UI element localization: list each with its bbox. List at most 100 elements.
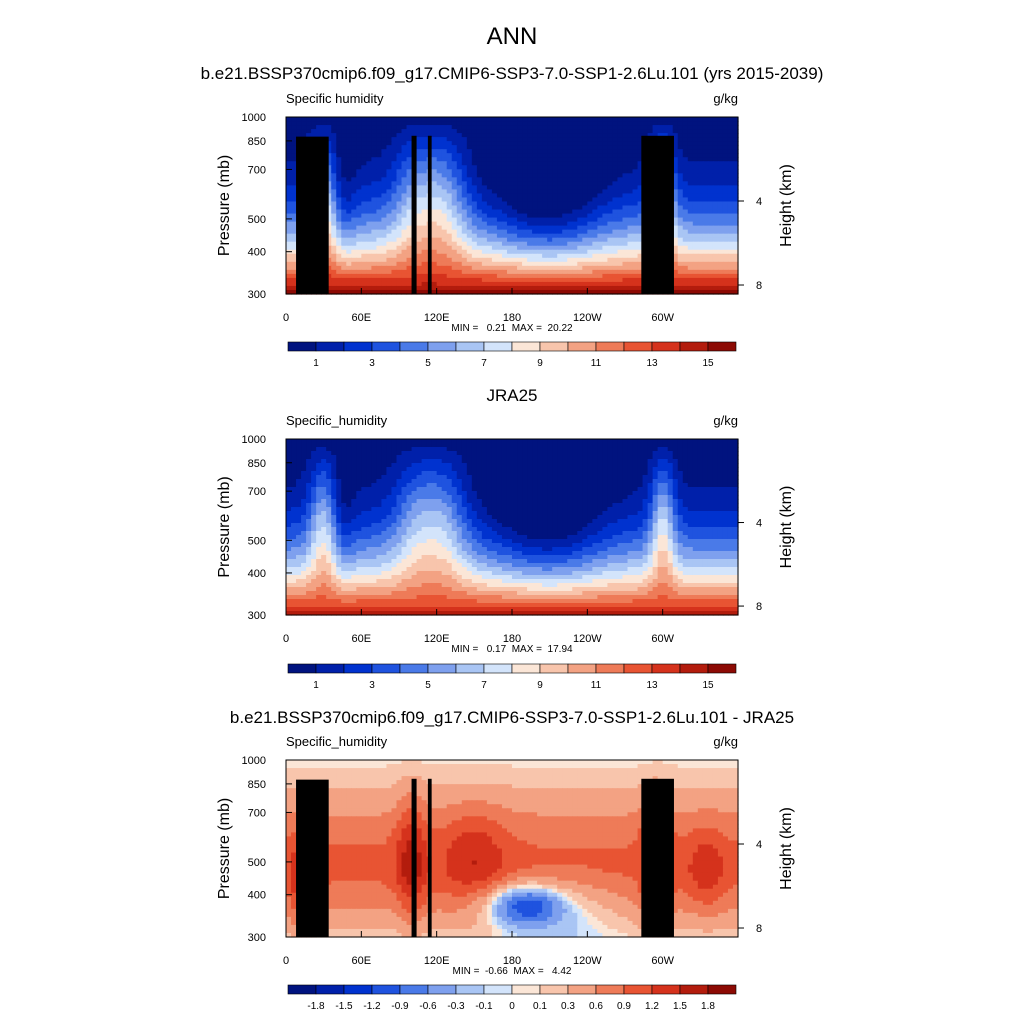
field-cell xyxy=(602,217,609,223)
field-cell xyxy=(542,459,548,464)
field-cell xyxy=(436,189,443,195)
field-cell xyxy=(496,289,503,295)
field-cell xyxy=(542,217,548,223)
field-cell xyxy=(291,197,297,203)
field-cell xyxy=(416,237,423,243)
field-cell xyxy=(582,277,588,283)
field-cell xyxy=(431,185,438,191)
field-cell xyxy=(627,177,634,182)
field-cell xyxy=(697,229,704,235)
field-cell xyxy=(567,233,573,239)
colorbar-box xyxy=(623,341,653,352)
field-cell xyxy=(341,229,347,235)
field-cell xyxy=(617,471,624,476)
field-cell xyxy=(331,273,337,279)
field-cell xyxy=(396,281,403,287)
field-cell xyxy=(702,285,709,291)
field-cell xyxy=(451,205,458,211)
field-cell xyxy=(391,185,398,191)
field-cell xyxy=(356,273,362,279)
field-cell xyxy=(677,475,684,480)
field-cell xyxy=(582,201,588,207)
field-cell xyxy=(707,237,714,243)
field-cell xyxy=(396,173,403,178)
field-cell xyxy=(622,209,629,215)
field-cell xyxy=(341,459,347,464)
field-cell xyxy=(391,447,398,452)
field-cell xyxy=(527,121,533,126)
field-cell xyxy=(632,157,639,162)
field-cell xyxy=(627,145,634,150)
field-cell xyxy=(436,475,443,480)
field-cell xyxy=(562,197,568,203)
field-cell xyxy=(732,455,739,460)
field-cell xyxy=(527,257,533,263)
field-cell xyxy=(557,277,563,283)
field-cell xyxy=(451,475,458,480)
field-cell xyxy=(697,289,704,295)
field-cell xyxy=(371,197,377,203)
field-cell xyxy=(396,233,403,239)
field-cell xyxy=(722,157,729,162)
field-cell xyxy=(592,197,598,203)
field-cell xyxy=(557,281,563,287)
field-cell xyxy=(371,257,377,263)
field-cell xyxy=(361,471,367,476)
field-cell xyxy=(727,201,734,207)
field-cell xyxy=(637,133,644,138)
field-cell xyxy=(326,193,332,199)
field-cell xyxy=(451,201,458,207)
field-cell xyxy=(286,201,292,207)
field-cell xyxy=(351,145,357,150)
field-cell xyxy=(496,157,503,162)
field-cell xyxy=(597,479,603,484)
field-cell xyxy=(376,479,383,484)
field-cell xyxy=(476,253,483,259)
field-cell xyxy=(627,277,634,283)
topography-block xyxy=(319,146,327,294)
field-cell xyxy=(677,265,684,271)
field-cell xyxy=(632,241,639,247)
field-cell xyxy=(547,129,553,134)
field-cell xyxy=(587,141,593,146)
field-cell xyxy=(361,253,367,259)
field-cell xyxy=(612,467,619,472)
field-cell xyxy=(361,467,367,472)
field-cell xyxy=(501,141,508,146)
field-cell xyxy=(416,451,423,456)
field-cell xyxy=(401,245,408,251)
field-cell xyxy=(356,133,362,138)
field-cell xyxy=(291,225,297,231)
field-cell xyxy=(331,447,337,452)
field-cell xyxy=(316,479,322,484)
field-cell xyxy=(326,149,332,154)
field-cell xyxy=(582,257,588,263)
field-cell xyxy=(396,253,403,259)
field-cell xyxy=(381,245,388,251)
field-cell xyxy=(386,133,393,138)
field-cell xyxy=(517,205,523,211)
field-cell xyxy=(552,129,558,134)
field-cell xyxy=(712,181,719,186)
field-cell xyxy=(361,117,367,122)
field-cell xyxy=(451,177,458,182)
field-cell xyxy=(552,157,558,162)
field-cell xyxy=(577,233,583,239)
field-cell xyxy=(687,193,694,199)
colorbar-label: 11 xyxy=(591,358,602,369)
field-cell xyxy=(582,181,588,186)
field-cell xyxy=(732,125,739,130)
field-cell xyxy=(491,289,498,295)
field-cell xyxy=(597,455,603,460)
field-cell xyxy=(512,249,518,255)
field-cell xyxy=(637,281,644,287)
field-cell xyxy=(707,197,714,203)
field-cell xyxy=(441,229,448,235)
field-cell xyxy=(436,265,443,271)
field-cell xyxy=(712,149,719,154)
field-cell xyxy=(441,273,448,279)
field-cell xyxy=(527,467,533,472)
field-cell xyxy=(572,277,578,283)
field-cell xyxy=(687,117,694,122)
field-cell xyxy=(692,249,699,255)
